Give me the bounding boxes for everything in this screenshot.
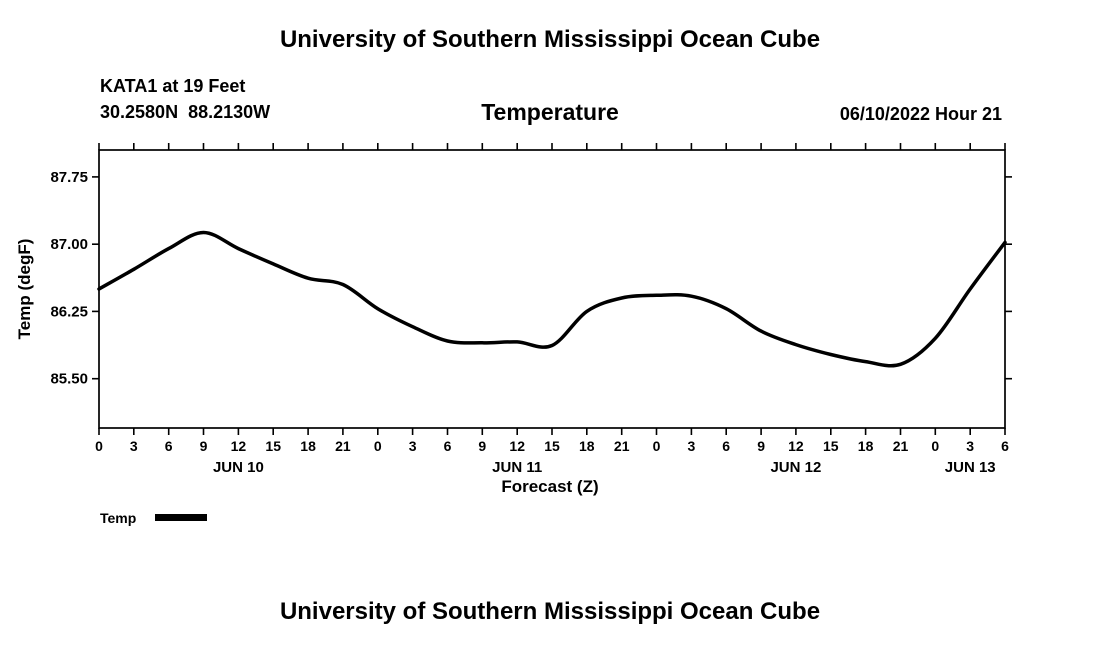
x-tick-label: 6: [722, 438, 730, 454]
x-axis-label: Forecast (Z): [501, 477, 599, 496]
x-tick-label: 12: [788, 438, 804, 454]
y-tick-label: 87.00: [50, 236, 88, 253]
x-tick-label: 3: [966, 438, 974, 454]
x-tick-label: 6: [444, 438, 452, 454]
y-tick-label: 85.50: [50, 371, 88, 388]
legend: Temp: [100, 509, 207, 526]
x-tick-label: 18: [300, 438, 316, 454]
x-tick-label: 12: [509, 438, 525, 454]
x-tick-label: 0: [931, 438, 939, 454]
x-tick-label: 9: [757, 438, 765, 454]
x-tick-label: 6: [1001, 438, 1009, 454]
page-title-bottom: University of Southern Mississippi Ocean…: [279, 598, 821, 625]
page-title-top: University of Southern Mississippi Ocean…: [279, 26, 821, 53]
x-tick-label: 0: [374, 438, 382, 454]
legend-label: Temp: [100, 509, 137, 526]
day-label: JUN 13: [945, 459, 996, 476]
x-tick-label: 3: [409, 438, 417, 454]
temp-line: [97, 230, 1007, 368]
x-tick-label: 6: [165, 438, 173, 454]
x-tick-label: 18: [579, 438, 595, 454]
forecast-timestamp: 06/10/2022 Hour 21: [839, 104, 1002, 124]
x-tick-label: 9: [478, 438, 486, 454]
x-tick-label: 15: [544, 438, 560, 454]
day-label: JUN 10: [213, 459, 264, 476]
y-tick-label: 86.25: [50, 303, 88, 320]
legend-line-swatch: [154, 514, 207, 522]
station-id: KATA1 at 19 Feet: [100, 76, 246, 96]
station-coordinates: 30.2580N 88.2130W: [100, 102, 271, 122]
day-label: JUN 11: [492, 459, 542, 476]
x-tick-label: 0: [653, 438, 661, 454]
x-tick-label: 3: [130, 438, 138, 454]
x-tick-label: 21: [335, 438, 351, 454]
x-tick-label: 18: [858, 438, 874, 454]
x-tick-label: 9: [200, 438, 208, 454]
x-tick-label: 12: [231, 438, 247, 454]
y-axis-label: Temp (degF): [15, 239, 34, 340]
x-tick-label: 21: [893, 438, 909, 454]
x-tick-label: 21: [614, 438, 630, 454]
plot-border: [98, 149, 1006, 429]
x-tick-label: 15: [265, 438, 281, 454]
x-tick-label: 3: [688, 438, 696, 454]
x-tick-label: 0: [95, 438, 103, 454]
y-tick-label: 87.75: [50, 169, 88, 186]
day-label: JUN 12: [770, 459, 821, 476]
chart-title: Temperature: [481, 99, 619, 125]
x-tick-label: 15: [823, 438, 839, 454]
